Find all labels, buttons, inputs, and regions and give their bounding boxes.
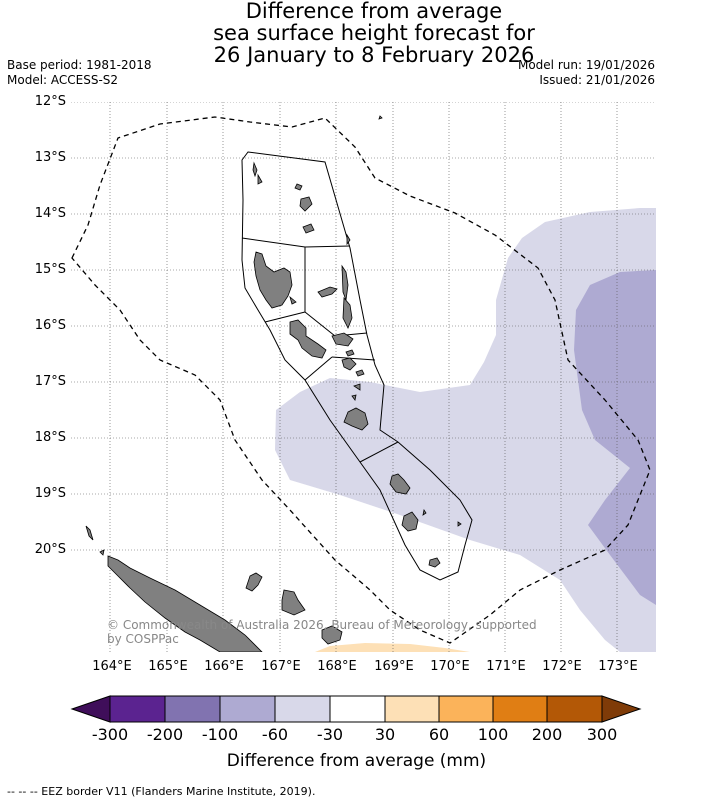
island-tanna <box>401 511 419 532</box>
lat-label-16s: 16°S <box>34 318 66 333</box>
colorbar-extend-high <box>601 695 642 723</box>
anomaly-region-positive <box>315 643 470 652</box>
lon-label-170e: 170°E <box>430 659 470 674</box>
lon-label-166e: 166°E <box>204 659 244 674</box>
colorbar-label: -60 <box>261 725 289 744</box>
title-line-1: Difference from average <box>245 0 503 23</box>
colorbar-bin-3 <box>219 695 276 723</box>
map-area <box>71 102 656 652</box>
colorbar-bin-6 <box>384 695 440 723</box>
title-line-2: sea surface height forecast for <box>213 21 535 45</box>
lon-label-173e: 173°E <box>598 659 638 674</box>
lon-label-167e: 167°E <box>261 659 301 674</box>
colorbar-label: -300 <box>91 725 129 744</box>
colorbar-label: -100 <box>201 725 239 744</box>
eez-legend-footer: -- -- -- EEZ border V11 (Flanders Marine… <box>7 785 316 798</box>
island-epi <box>341 357 357 371</box>
anomaly-region-medium <box>574 270 656 605</box>
colorbar-bin-4 <box>274 695 331 723</box>
colorbar-label: 200 <box>531 725 563 744</box>
island-torres <box>252 161 258 178</box>
meta-right: Model run: 19/01/2026 Issued: 21/01/2026 <box>518 58 655 88</box>
lat-label-14s: 14°S <box>34 206 66 221</box>
lat-label-17s: 17°S <box>34 374 66 389</box>
land-masses <box>85 115 462 652</box>
island-pentecost <box>342 296 353 329</box>
lon-label-169e: 169°E <box>374 659 414 674</box>
lat-label-18s: 18°S <box>34 430 66 445</box>
colorbar-bin-2 <box>164 695 221 723</box>
model-name: Model: ACCESS-S2 <box>7 73 119 87</box>
lat-label-19s: 19°S <box>34 486 66 501</box>
island-maewo <box>341 264 349 301</box>
island-lifou <box>281 589 306 616</box>
lon-label-168e: 168°E <box>317 659 357 674</box>
model-run: Model run: 19/01/2026 <box>517 58 655 72</box>
lon-label-171e: 171°E <box>486 659 526 674</box>
island-ambae <box>317 286 338 298</box>
island-mare <box>321 625 343 645</box>
island-efate <box>343 407 369 431</box>
colorbar-label: 30 <box>374 725 396 744</box>
meta-left: Base period: 1981-2018 Model: ACCESS-S2 <box>7 58 152 88</box>
colorbar-bin-7 <box>438 695 494 723</box>
lat-label-13s: 13°S <box>34 150 66 165</box>
lat-label-20s: 20°S <box>34 542 66 557</box>
colorbar-label: -30 <box>316 725 344 744</box>
island-new-caledonia <box>107 555 263 652</box>
colorbar-bin-8 <box>492 695 548 723</box>
colorbar <box>70 695 642 723</box>
colorbar-title: Difference from average (mm) <box>226 751 487 771</box>
lat-label-12s: 12°S <box>34 94 66 109</box>
island-espiritu-santo <box>253 251 293 309</box>
island-gaua <box>299 196 313 212</box>
island-malakula <box>289 319 327 359</box>
copyright-line-1: © Commonwealth of Australia 2026, Bureau… <box>107 618 537 632</box>
colorbar-bin-5 <box>329 695 386 723</box>
island-ambrym <box>331 332 354 347</box>
lon-label-165e: 165°E <box>148 659 188 674</box>
lat-label-15s: 15°S <box>34 262 66 277</box>
lon-label-172e: 172°E <box>542 659 582 674</box>
island-ouvea <box>245 572 263 592</box>
copyright-line-2: by COSPPac <box>107 632 179 646</box>
title-line-3: 26 January to 8 February 2026 <box>213 43 535 67</box>
colorbar-extend-low <box>70 695 111 723</box>
island-aneityum <box>428 557 441 568</box>
colorbar-bin-1 <box>109 695 166 723</box>
map-title: Difference from average sea surface heig… <box>0 0 713 66</box>
issued-date: Issued: 21/01/2026 <box>539 73 655 87</box>
province-boundaries <box>241 151 473 581</box>
base-period: Base period: 1981-2018 <box>7 58 152 72</box>
colorbar-label: 100 <box>477 725 509 744</box>
colorbar-bin-9 <box>546 695 603 723</box>
colorbar-label: -200 <box>146 725 184 744</box>
colorbar-label: 300 <box>586 725 618 744</box>
lon-label-164e: 164°E <box>92 659 132 674</box>
colorbar-label: 60 <box>428 725 450 744</box>
